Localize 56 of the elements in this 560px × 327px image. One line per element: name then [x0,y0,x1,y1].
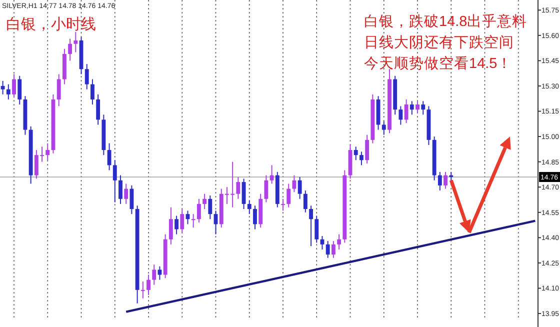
candlestick [191,214,196,228]
candlestick [6,84,10,100]
candlestick [326,240,330,258]
annotation: 今天顺势做空看14.5！ [364,55,512,72]
candlestick [140,280,145,299]
candlestick [124,183,128,204]
candlestick [337,234,342,250]
candlestick [56,74,61,107]
candlestick [281,198,285,212]
candlestick [331,240,336,258]
candlestick [152,264,156,286]
candlestick [247,200,252,215]
annotation: 白银，小时线 [6,16,96,33]
candlestick [0,80,5,95]
candlestick [130,184,134,215]
annotation: 日线大阴还有下跌空间 [364,34,514,51]
candlestick [264,174,268,203]
candlestick [444,171,448,190]
candlestick [168,206,173,245]
annotation: 白银，跌破14.8出乎意料 [364,13,528,30]
candlestick [253,205,257,230]
candlestick [438,171,442,191]
candlestick [298,176,302,200]
candlestick [421,100,426,116]
candlestick [314,215,319,244]
candlestick [236,176,240,200]
candlestick [360,151,364,166]
candlestick [112,160,117,203]
candlestick [382,120,386,136]
candlestick [286,183,291,208]
candlestick [309,205,313,247]
candlestick [84,64,89,90]
candlestick [416,100,420,114]
candlestick [118,174,122,204]
candlestick [18,75,22,106]
candlestick [270,164,274,184]
candlestick [365,134,370,164]
candlestick [208,195,212,220]
candlestick [292,174,296,193]
candlestick [303,190,308,213]
candlestick [196,198,201,223]
candlestick [96,94,100,126]
candlestick [398,106,403,126]
candlestick [180,208,184,234]
candlestick [354,146,358,161]
candlestick [410,100,414,116]
candlestick [202,193,207,210]
candlestick [146,274,150,296]
candlestick [74,32,78,53]
candlestick [404,98,408,124]
candlestick [68,38,72,62]
candlestick [242,178,246,210]
candlestick [46,142,50,161]
candlestick [90,78,94,106]
candlestick [174,215,178,235]
candlestick [12,74,16,98]
